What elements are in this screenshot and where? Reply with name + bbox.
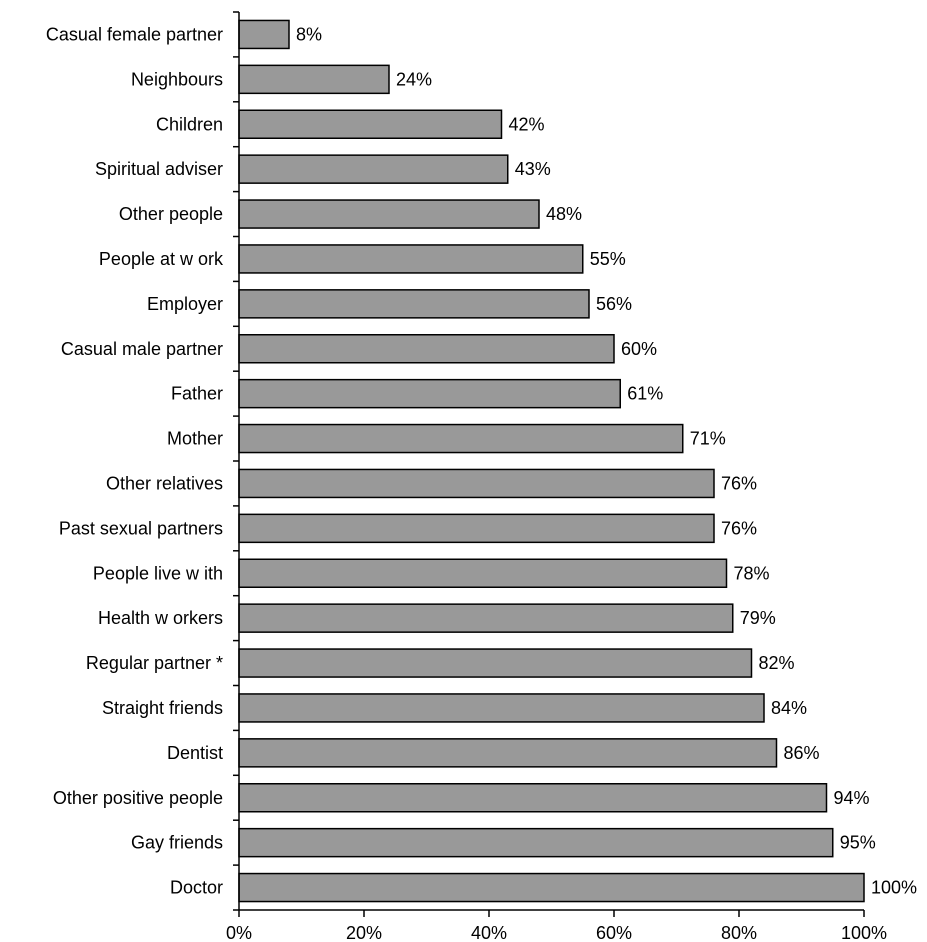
data-label: 48% [546, 204, 582, 224]
data-label: 71% [690, 429, 726, 449]
bar-gay-friends [238, 827, 834, 858]
data-label: 60% [621, 339, 657, 359]
data-label: 82% [759, 653, 795, 673]
category-label: Neighbours [131, 69, 223, 89]
category-label: People at w ork [99, 249, 224, 269]
data-label: 84% [771, 698, 807, 718]
category-label: People live w ith [93, 563, 223, 583]
data-label: 24% [396, 69, 432, 89]
bar-regular-partner [238, 648, 753, 678]
bar-doctor [238, 872, 865, 903]
bar-casual-male-partner [238, 334, 615, 364]
x-tick-label: 100% [841, 923, 887, 942]
category-label: Health w orkers [98, 608, 223, 628]
category-label: Dentist [167, 743, 223, 763]
bar-neighbours [238, 64, 390, 95]
bar-casual-female-partner [238, 19, 290, 50]
category-label: Employer [147, 294, 223, 314]
data-label: 55% [590, 249, 626, 269]
bar-people-live-w-ith [238, 558, 728, 588]
data-label: 8% [296, 24, 322, 44]
bar-children [238, 109, 503, 139]
bar-health-w-orkers [238, 603, 734, 633]
data-label: 95% [840, 833, 876, 853]
category-label: Straight friends [102, 698, 223, 718]
category-label: Father [171, 384, 223, 404]
data-label: 100% [871, 878, 917, 898]
bar-straight-friends [238, 693, 765, 723]
category-label: Casual male partner [61, 339, 223, 359]
category-label: Doctor [170, 878, 223, 898]
axes [238, 12, 864, 911]
x-tick-label: 60% [596, 923, 632, 942]
category-label: Other positive people [53, 788, 223, 808]
data-label: 76% [721, 518, 757, 538]
bar-father [238, 378, 621, 409]
labels: Casual female partner 8% Neighbours 24% Chil… [46, 24, 917, 942]
category-label: Children [156, 114, 223, 134]
data-label: 79% [740, 608, 776, 628]
bars [238, 19, 865, 903]
category-label: Past sexual partners [59, 518, 223, 538]
bar-past-sexual-partners [238, 513, 715, 544]
category-label: Casual female partner [46, 24, 223, 44]
data-label: 76% [721, 473, 757, 493]
x-tick-label: 0% [226, 923, 252, 942]
category-label: Gay friends [131, 833, 223, 853]
bar-spiritual-adviser [238, 154, 509, 184]
data-label: 61% [627, 384, 663, 404]
x-tick-label: 80% [721, 923, 757, 942]
category-label: Spiritual adviser [95, 159, 223, 179]
data-label: 86% [784, 743, 820, 763]
bar-other-people [238, 199, 540, 229]
data-label: 94% [834, 788, 870, 808]
category-label: Mother [167, 429, 223, 449]
category-label: Regular partner * [86, 653, 223, 673]
category-label: Other relatives [106, 473, 223, 493]
bar-other-positive-people [238, 783, 828, 813]
data-label: 78% [734, 563, 770, 583]
category-label: Other people [119, 204, 223, 224]
bar-other-relatives [238, 468, 715, 499]
bar-employer [238, 289, 590, 319]
data-label: 42% [509, 114, 545, 134]
data-label: 56% [596, 294, 632, 314]
x-tick-label: 20% [346, 923, 382, 942]
data-label: 43% [515, 159, 551, 179]
x-tick-label: 40% [471, 923, 507, 942]
bar-mother [238, 423, 684, 454]
axis-ticks [233, 11, 865, 917]
bar-dentist [238, 738, 778, 768]
bar-people-at-w-ork [238, 244, 584, 274]
